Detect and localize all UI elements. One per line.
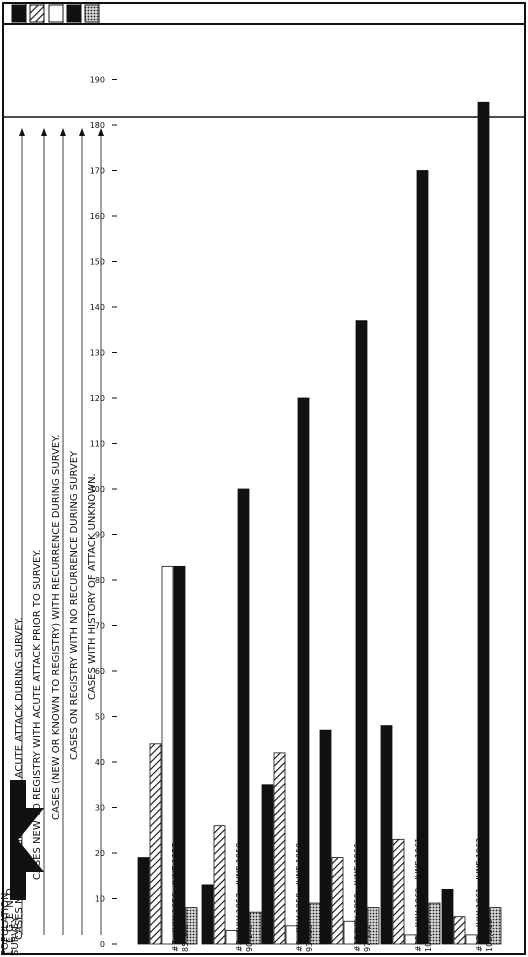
bar-5	[185, 907, 198, 945]
bar-2	[453, 916, 466, 945]
bar-1	[441, 889, 454, 945]
tick-label: 180	[90, 121, 105, 130]
tick-label: 130	[90, 349, 105, 358]
legend-letter: N	[5, 900, 16, 907]
population-value: 97,132	[363, 924, 372, 952]
legend-entry-label: CASES NEW TO REGISTRY WITH ACUTE ATTACK …	[32, 549, 43, 880]
population-value: 100,827	[424, 919, 433, 952]
tick-label: 190	[90, 76, 105, 85]
tick-label: 110	[90, 440, 105, 449]
bar-5	[428, 902, 441, 945]
tick-label: 80	[95, 576, 105, 585]
bar-3	[465, 934, 478, 945]
bar-1	[261, 784, 274, 945]
legend-entry-label: CASES WITH HISTORY OF ATTACK UNKNOWN.	[87, 473, 98, 700]
category-label: #7 - JULY 1956 - JUNE 1957	[171, 843, 180, 952]
tick-label: 120	[90, 394, 105, 403]
legend-arrow-symbol	[10, 780, 44, 900]
axis-survey-label: SURVEY	[10, 916, 21, 956]
legend-letter: G	[5, 924, 16, 932]
bar-4	[173, 565, 186, 945]
legend-entries: CASES NEW TO REGISTRY WITH ACUTE ATTACK …	[11, 3, 100, 940]
bar-1	[380, 725, 393, 945]
tick-label: 30	[95, 804, 105, 813]
bar-groups	[137, 101, 502, 945]
legend: LEGEND CASES NEW TO REGISTRY WITH ACUTE …	[3, 3, 525, 955]
bar-3	[161, 565, 174, 945]
tick-label: 170	[90, 167, 105, 176]
population-value: 93,083	[305, 924, 314, 952]
bar-4	[297, 397, 310, 945]
population-value: 102,819	[485, 919, 494, 952]
legend-entry-swatch	[66, 4, 82, 23]
bar-2	[273, 752, 286, 945]
x-axis: 0 10 20 30 40 50 60 70 80 90 100 110 120 130 140 150 160…	[0, 76, 525, 956]
legend-letter: E	[5, 937, 16, 943]
legend-entry-label: CASES (NEW OR KNOWN TO REGISTRY) WITH RE…	[51, 434, 62, 820]
legend-letter: E	[5, 913, 16, 919]
legend-pointer-arrowhead	[60, 128, 66, 136]
bar-2	[149, 743, 162, 945]
tick-label: 140	[90, 303, 105, 312]
category-label: #12 - JULY 1961 - JUNE 1962	[475, 838, 484, 952]
category-label: #8 - JULY 1957 - JUNE 1958	[235, 843, 244, 952]
category-label: #10 JULY 1959 - JUNE 1960	[353, 843, 362, 952]
tick-label: 10	[95, 895, 105, 904]
bar-2	[331, 857, 344, 945]
tick-label: 160	[90, 212, 105, 221]
bar-1	[137, 857, 150, 945]
bar-5	[249, 911, 262, 945]
tick-label: 100	[90, 485, 105, 494]
bar-4	[477, 101, 490, 945]
tick-label: 150	[90, 258, 105, 267]
bar-1	[319, 729, 332, 945]
bar-4	[355, 320, 368, 945]
legend-pointer-arrowhead	[19, 128, 25, 136]
population-value: 90,145	[245, 924, 254, 952]
category-label: #9 - JULY 1958 - JUNE 1959	[295, 843, 304, 952]
bar-5	[489, 907, 502, 945]
legend-entry-swatch	[11, 4, 27, 23]
legend-entry-label: CASES ON REGISTRY WITH NO RECURRENCE DUR…	[69, 450, 80, 760]
axis-ticks: 0 10 20 30 40 50 60 70 80 90 100 110 120 130 140 150 160…	[90, 76, 117, 949]
bar-3	[285, 925, 298, 945]
bar-3	[225, 929, 238, 945]
bar-4	[416, 170, 429, 945]
population-value: 85,508	[181, 924, 190, 952]
legend-entry-swatch	[84, 4, 100, 23]
tick-label: 70	[95, 622, 105, 631]
category-label: #11 - JULY 1960 - JUNE 1961	[414, 838, 423, 952]
category-labels: #7 - JULY 1956 - JUNE 1957 85,508 #8 - JUL…	[171, 838, 494, 952]
bar-4	[237, 488, 250, 945]
bar-5	[367, 907, 380, 945]
bar-2	[392, 838, 405, 945]
tick-label: 0	[100, 940, 105, 949]
legend-pointer-arrowhead	[79, 128, 85, 136]
legend-pointer-arrowhead	[98, 128, 104, 136]
tick-label: 50	[95, 713, 105, 722]
legend-entry-swatch	[48, 4, 64, 23]
tick-label: 20	[95, 849, 105, 858]
legend-pointer-arrowhead	[41, 128, 47, 136]
legend-arrows	[19, 128, 104, 935]
tick-label: 60	[95, 667, 105, 676]
axis-population-label: POPULATION	[0, 892, 11, 956]
bar-3	[404, 934, 417, 945]
legend-entry-swatch	[29, 4, 45, 23]
legend-title-letters: LEGEND	[5, 780, 44, 955]
legend-letter: L	[5, 949, 16, 955]
legend-entry-label: CASES NEW TO REGISTRY WITH ACUTE ATTACK …	[14, 617, 25, 940]
bar-2	[213, 825, 226, 945]
tick-label: 90	[95, 531, 105, 540]
bar-3	[343, 920, 356, 945]
tick-label: 40	[95, 758, 105, 767]
bar-1	[201, 884, 214, 945]
